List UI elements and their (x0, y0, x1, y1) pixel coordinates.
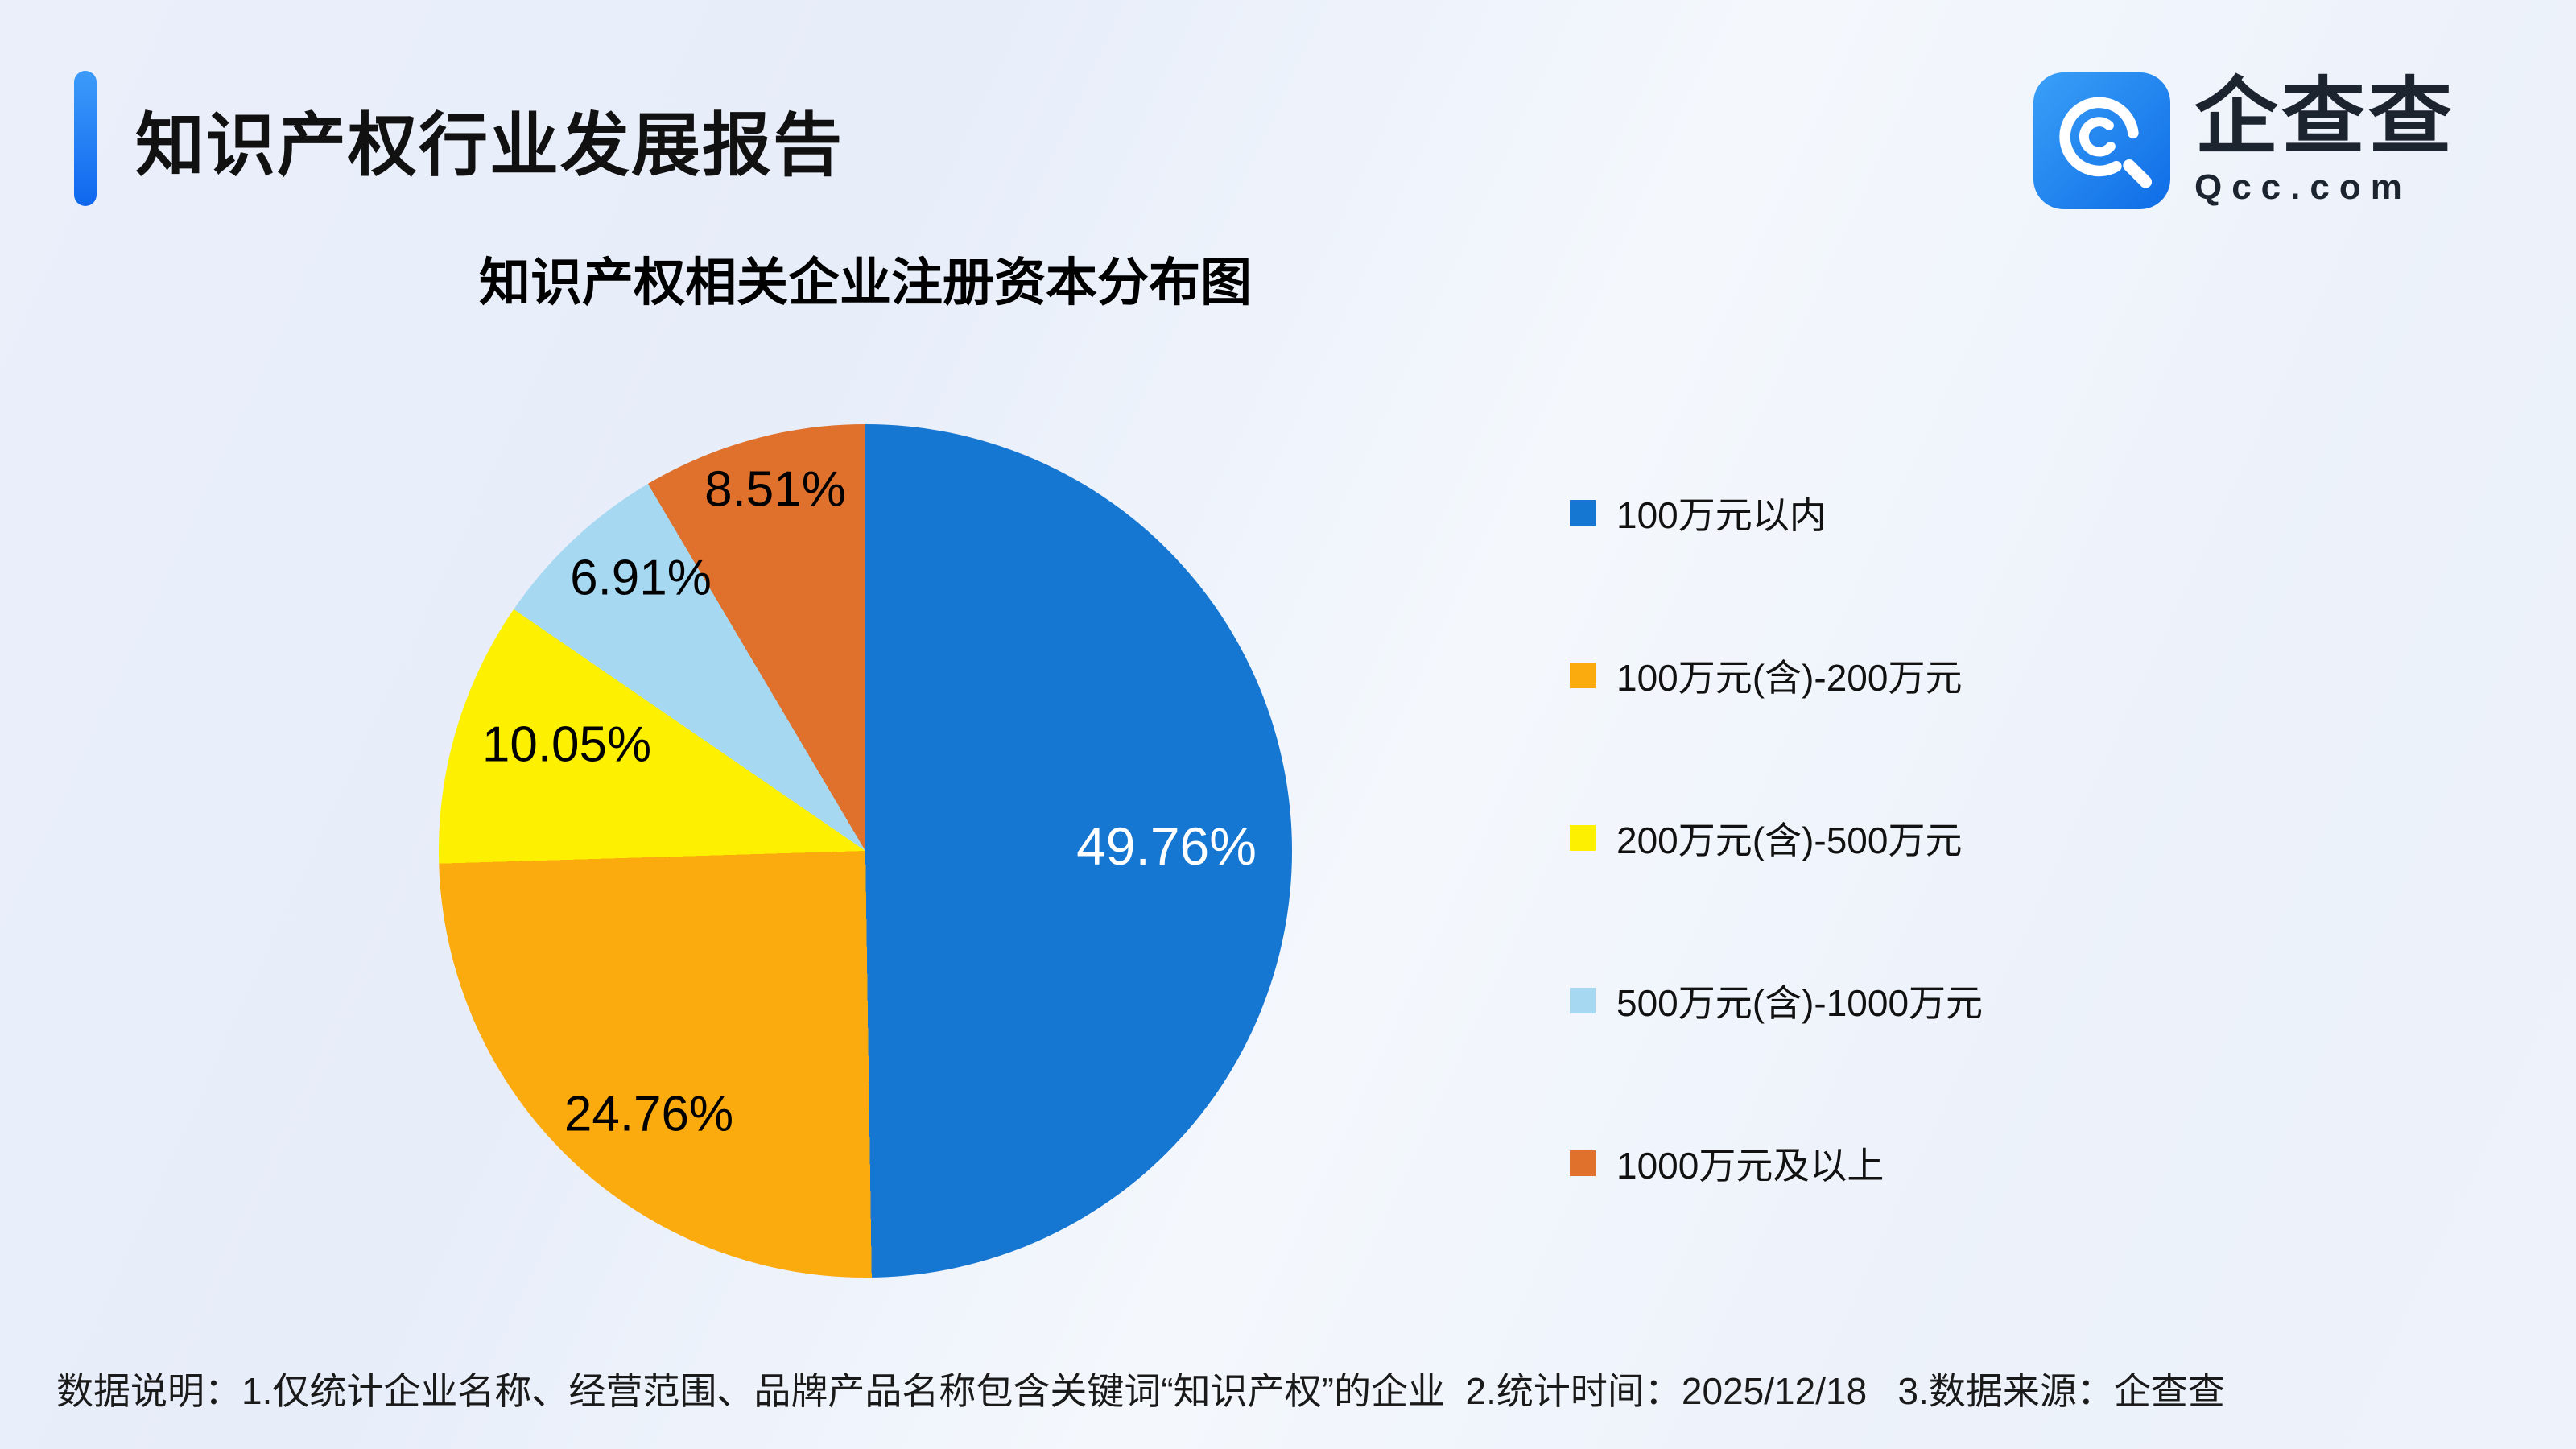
legend-label: 500万元(含)-1000万元 (1616, 982, 1984, 1024)
legend-item-1: 100万元(含)-200万元 (1570, 655, 1983, 699)
footer-note: 数据说明：1.仅统计企业名称、经营范围、品牌产品名称包含关键词“知识产权”的企业… (56, 1370, 2225, 1412)
legend-swatch (1570, 500, 1596, 526)
pie-value-label-1: 24.76% (564, 1086, 734, 1142)
legend-item-4: 1000万元及以上 (1570, 1143, 1983, 1187)
legend-label: 1000万元及以上 (1616, 1145, 1885, 1187)
legend-swatch (1570, 988, 1596, 1013)
legend-swatch (1570, 825, 1596, 851)
qcc-logo: 企查查 Qcc.com (2033, 72, 2455, 209)
pie-value-label-3: 6.91% (570, 550, 712, 606)
qcc-logo-name: 企查查 (2194, 71, 2455, 165)
qcc-logo-icon (2033, 72, 2170, 209)
pie-chart (439, 424, 1292, 1278)
legend-item-0: 100万元以内 (1570, 493, 1983, 536)
legend-swatch (1570, 663, 1596, 688)
legend-swatch (1570, 1150, 1596, 1176)
legend: 100万元以内 100万元(含)-200万元 200万元(含)-500万元 50… (1570, 493, 1983, 1187)
qcc-logo-domain: Qcc.com (2194, 167, 2412, 207)
legend-item-3: 500万元(含)-1000万元 (1570, 980, 1983, 1024)
pie-value-label-0: 49.76% (1076, 816, 1257, 876)
chart-title: 知识产权相关企业注册资本分布图 (479, 254, 1252, 312)
qcc-logo-texts: 企查查 Qcc.com (2194, 74, 2455, 207)
header-accent-bar (74, 71, 97, 206)
legend-label: 100万元(含)-200万元 (1616, 657, 1963, 699)
page-title: 知识产权行业发展报告 (135, 106, 844, 184)
pie-value-label-4: 8.51% (704, 461, 846, 518)
legend-item-2: 200万元(含)-500万元 (1570, 818, 1983, 861)
legend-label: 100万元以内 (1616, 494, 1827, 536)
legend-label: 200万元(含)-500万元 (1616, 819, 1963, 861)
header: 知识产权行业发展报告 (74, 71, 844, 206)
pie-value-label-2: 10.05% (481, 716, 652, 773)
